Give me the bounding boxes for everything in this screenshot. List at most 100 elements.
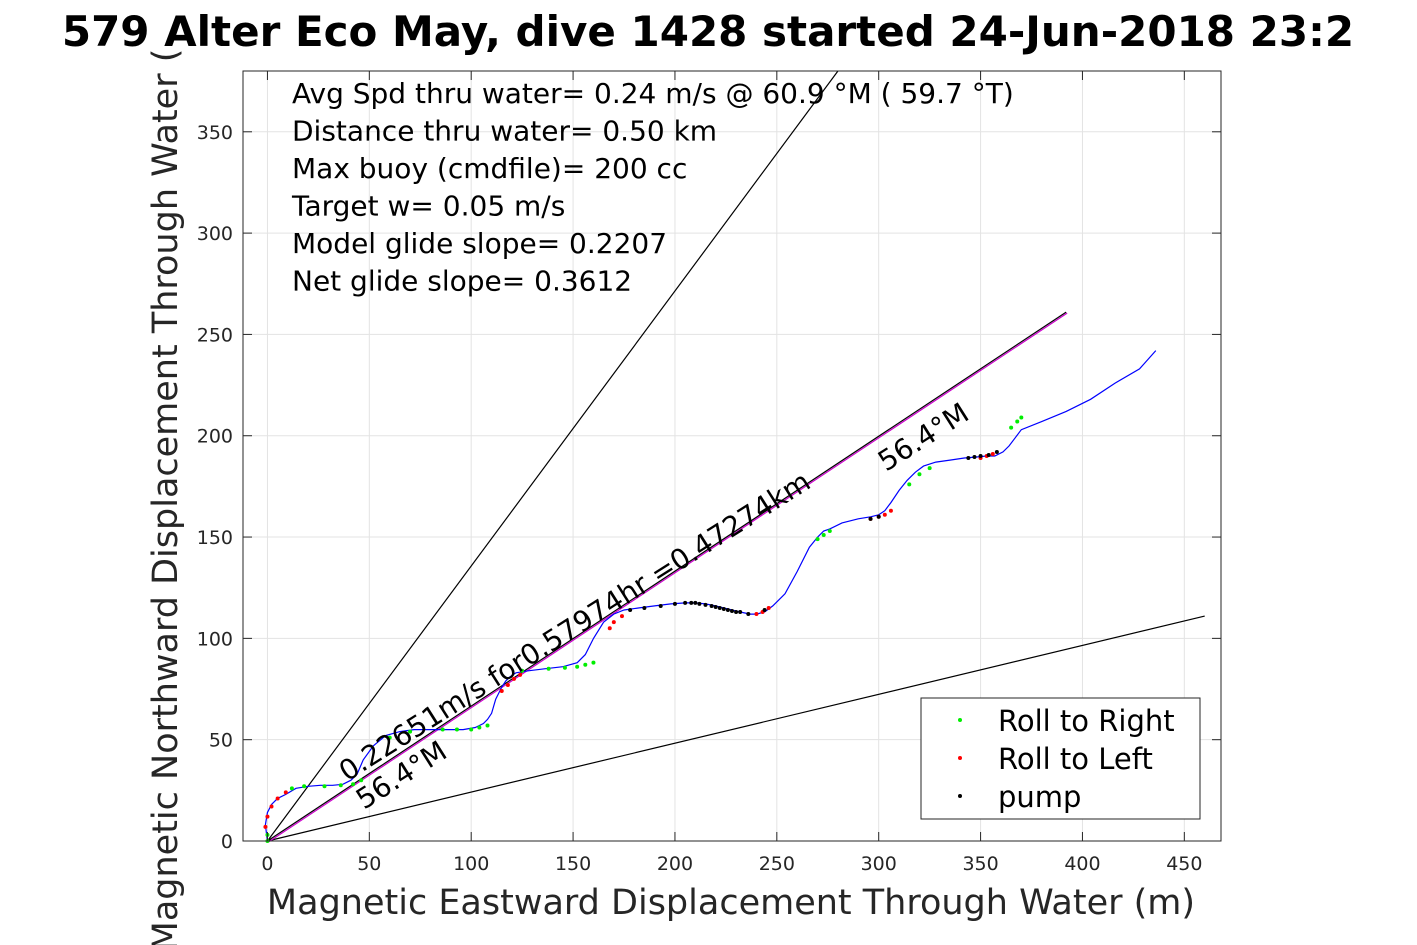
marker-roll-to-right <box>917 472 922 477</box>
marker-roll-to-right <box>408 729 413 734</box>
marker-pump <box>738 610 743 615</box>
y-tick-label: 250 <box>197 324 233 346</box>
stat-target-w: Target w= 0.05 m/s <box>291 190 565 223</box>
marker-roll-to-right <box>338 783 343 788</box>
x-tick-label: 200 <box>657 853 693 875</box>
marker-pump <box>746 612 751 617</box>
marker-roll-to-right <box>322 784 327 789</box>
reference-lines <box>266 70 1205 843</box>
y-tick-label: 100 <box>197 628 233 650</box>
x-tick-label: 250 <box>759 853 795 875</box>
stat-max-buoy: Max buoy (cmdfile)= 200 cc <box>292 152 687 185</box>
marker-pump <box>689 600 694 605</box>
marker-roll-to-right <box>575 664 580 669</box>
marker-roll-to-right <box>520 668 525 673</box>
marker-roll-to-left <box>619 614 624 619</box>
legend-marker-roll-right <box>958 718 962 722</box>
marker-pump <box>734 610 739 615</box>
x-tick-label: 400 <box>1064 853 1100 875</box>
marker-pump <box>717 605 722 610</box>
marker-roll-to-right <box>1009 425 1014 430</box>
net-heading-line <box>268 312 1068 843</box>
marker-roll-to-left <box>283 790 288 795</box>
reference-line <box>267 311 1067 842</box>
marker-pump <box>876 514 881 519</box>
marker-pump <box>713 604 718 609</box>
y-tick-label: 0 <box>221 831 233 853</box>
marker-roll-to-right <box>821 533 826 538</box>
marker-pump <box>986 452 991 457</box>
marker-roll-to-left <box>882 512 887 517</box>
track-markers <box>263 415 1024 843</box>
marker-pump <box>966 456 971 461</box>
marker-roll-to-left <box>607 626 612 631</box>
marker-roll-to-right <box>302 784 307 789</box>
marker-roll-to-right <box>289 786 294 791</box>
marker-pump <box>672 601 677 606</box>
marker-roll-to-right <box>1019 415 1024 420</box>
legend-marker-pump <box>958 794 962 798</box>
marker-roll-to-right <box>827 528 832 533</box>
marker-pump <box>868 516 873 521</box>
axis-ticks: 0 50 100 150 200 250 300 350 400 450 0 50 100 150 200 2… <box>197 71 1221 875</box>
marker-pump <box>721 606 726 611</box>
x-axis-label: Magnetic Eastward Displacement Through W… <box>267 883 1195 923</box>
y-tick-label: 350 <box>197 122 233 144</box>
dive-stats-block: Avg Spd thru water= 0.24 m/s @ 60.9 °M (… <box>291 77 1014 298</box>
marker-roll-to-right <box>351 782 356 787</box>
marker-pump <box>725 608 730 612</box>
marker-pump <box>658 603 663 608</box>
legend-box <box>920 697 1201 820</box>
marker-roll-to-right <box>583 662 588 667</box>
marker-roll-to-left <box>505 682 510 687</box>
legend-label-pump: pump <box>998 780 1081 814</box>
marker-pump <box>730 609 734 614</box>
marker-roll-to-left <box>990 451 995 456</box>
chart-title: 579 Alter Eco May, dive 1428 started 24-… <box>62 7 1354 56</box>
marker-roll-to-right <box>1015 419 1020 424</box>
marker-roll-to-left <box>754 612 759 617</box>
legend-label-roll-left: Roll to Left <box>998 742 1153 776</box>
x-tick-label: 150 <box>555 853 591 875</box>
marker-roll-to-right <box>907 482 912 487</box>
track-line <box>264 350 1157 842</box>
x-tick-label: 300 <box>861 853 897 875</box>
marker-roll-to-right <box>440 727 445 732</box>
marker-roll-to-left <box>263 824 268 829</box>
y-tick-label: 300 <box>197 223 233 245</box>
stat-distance: Distance thru water= 0.50 km <box>292 115 717 148</box>
marker-pump <box>994 449 999 454</box>
legend-marker-roll-left <box>958 756 962 760</box>
marker-pump <box>628 608 633 612</box>
marker-roll-to-right <box>591 660 596 665</box>
y-axis-label: Magnetic Northward Displacement Through … <box>146 49 186 945</box>
marker-roll-to-left <box>518 672 523 677</box>
x-tick-label: 0 <box>261 853 273 875</box>
marker-roll-to-right <box>477 725 482 730</box>
marker-roll-to-left <box>269 804 274 809</box>
marker-roll-to-left <box>766 605 771 610</box>
x-tick-label: 100 <box>453 853 489 875</box>
stat-model-glide-slope: Model glide slope= 0.2207 <box>292 227 667 260</box>
stat-avg-speed: Avg Spd thru water= 0.24 m/s @ 60.9 °M (… <box>292 77 1014 110</box>
track-polyline <box>264 350 1157 842</box>
marker-pump <box>697 601 702 606</box>
marker-roll-to-right <box>927 466 932 471</box>
x-tick-label: 450 <box>1166 853 1202 875</box>
y-tick-label: 200 <box>197 426 233 448</box>
marker-pump <box>709 603 714 608</box>
marker-pump <box>703 602 708 607</box>
marker-roll-to-right <box>359 778 364 783</box>
x-tick-label: 50 <box>357 853 381 875</box>
plot-frame <box>242 70 1222 842</box>
marker-roll-to-right <box>815 537 820 542</box>
marker-pump <box>693 600 698 605</box>
marker-roll-to-left <box>511 676 516 681</box>
marker-roll-to-right <box>387 735 392 740</box>
marker-pump <box>762 608 767 612</box>
legend: Roll to Right Roll to Left pump <box>920 697 1201 820</box>
marker-roll-to-right <box>562 665 567 670</box>
marker-roll-to-left <box>611 620 616 625</box>
marker-roll-to-left <box>275 796 280 801</box>
marker-roll-to-right <box>485 723 490 728</box>
